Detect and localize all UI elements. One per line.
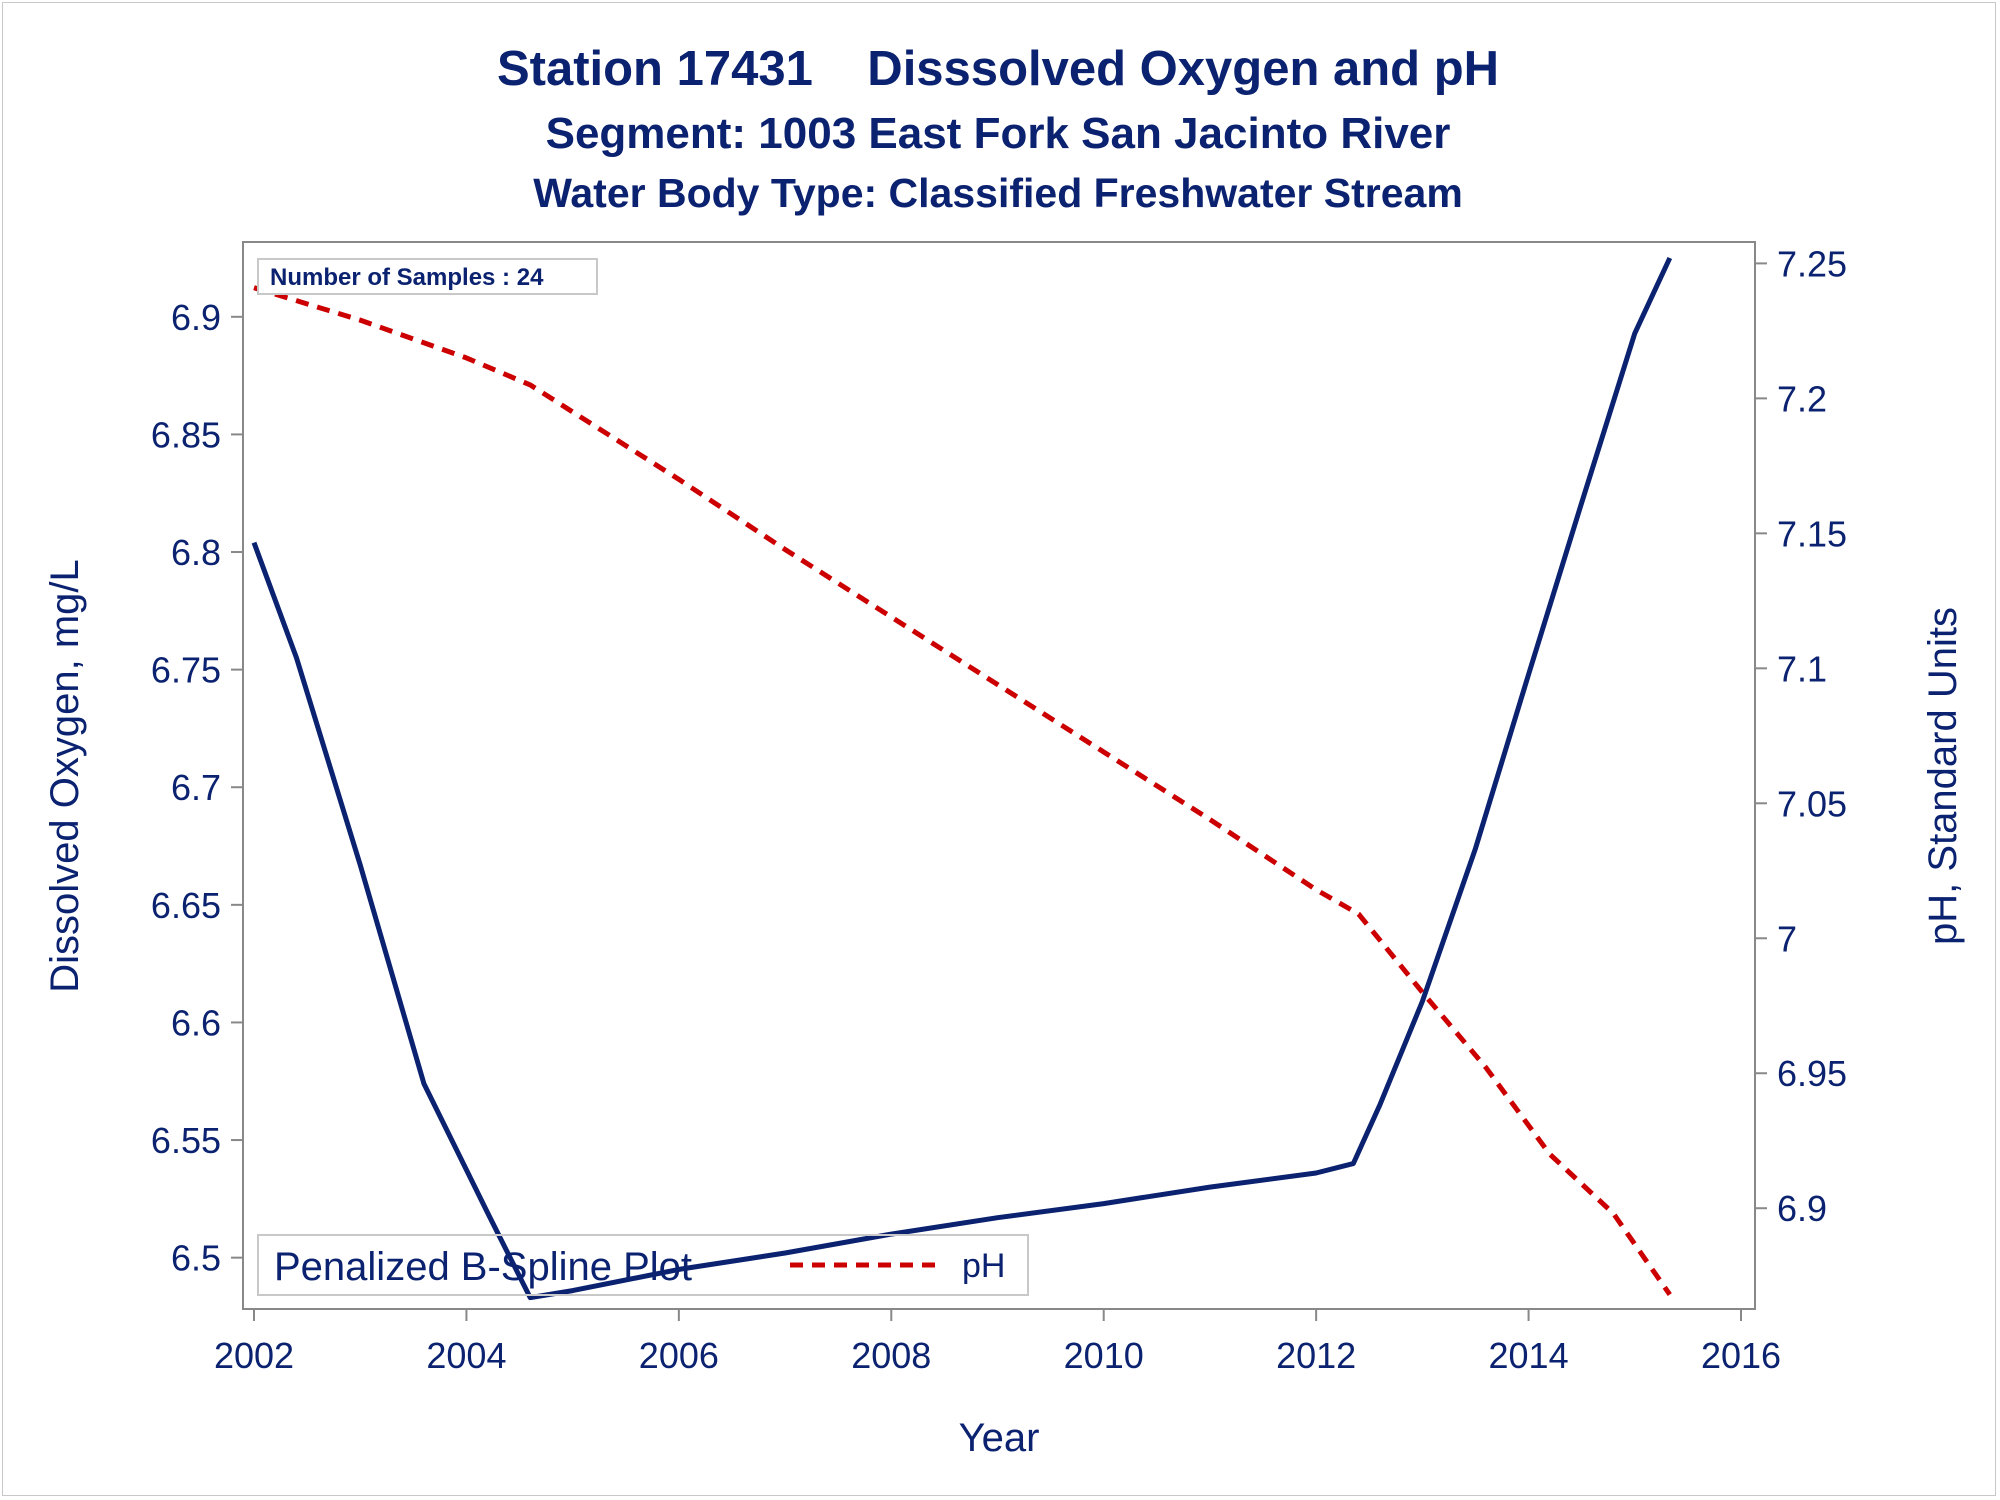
x-tick-label: 2010: [1064, 1335, 1144, 1376]
y-tick-label: 6.75: [151, 650, 221, 691]
x-tick-label: 2002: [214, 1335, 294, 1376]
legend: Penalized B-Spline Plot pH: [257, 1234, 1029, 1296]
x-tick-label: 2004: [426, 1335, 506, 1376]
legend-title: Penalized B-Spline Plot: [274, 1245, 692, 1289]
sample-count-label: Number of Samples : 24: [270, 264, 544, 291]
y2-tick-label: 7: [1777, 918, 1797, 959]
y-tick-label: 6.8: [171, 532, 221, 573]
legend-ph-label: pH: [962, 1247, 1005, 1285]
legend-box: [257, 1234, 1029, 1296]
x-tick-label: 2012: [1276, 1335, 1356, 1376]
y2-tick-label: 6.9: [1777, 1188, 1827, 1229]
chart-subtitle-water-body: Water Body Type: Classified Freshwater S…: [533, 170, 1463, 216]
plot-area: [242, 241, 1756, 1310]
y2-axis-label: pH, Standard Units: [1921, 607, 1965, 945]
chart-title: Station 17431 Disssolved Oxygen and pH: [497, 42, 1499, 96]
x-tick-label: 2006: [639, 1335, 719, 1376]
y2-tick-label: 7.15: [1777, 513, 1847, 554]
y-tick-label: 6.7: [171, 767, 221, 808]
y-axis-right: 6.9 6.95 7 7.05 7.1 7.15 7.2 7.25: [1755, 243, 1847, 1229]
y-tick-label: 6.85: [151, 414, 221, 455]
x-tick-label: 2014: [1489, 1335, 1569, 1376]
series-layer: [251, 256, 1673, 1301]
y-axis-label: Dissolved Oxygen, mg/L: [43, 559, 87, 993]
chart-subtitle-segment: Segment: 1003 East Fork San Jacinto Rive…: [546, 109, 1451, 158]
sample-count-box: [257, 258, 598, 295]
y-tick-label: 6.55: [151, 1120, 221, 1161]
y2-tick-label: 6.95: [1777, 1053, 1847, 1094]
y-tick-label: 6.5: [171, 1238, 221, 1279]
y2-tick-label: 7.1: [1777, 648, 1827, 689]
y2-tick-label: 7.2: [1777, 378, 1827, 419]
y-tick-label: 6.9: [171, 297, 221, 338]
dissolved-oxygen-series-line: [251, 256, 1673, 1301]
y-tick-label: 6.6: [171, 1002, 221, 1043]
x-tick-label: 2008: [851, 1335, 931, 1376]
x-tick-label: 2016: [1701, 1335, 1781, 1376]
x-axis: 2002 2004 2006 2008 2010 2012 2014 2016: [214, 1309, 1781, 1376]
y2-tick-label: 7.05: [1777, 783, 1847, 824]
y-axis-left: 6.5 6.55 6.6 6.65 6.7 6.75 6.8 6.85 6.9: [151, 297, 243, 1279]
y2-tick-label: 7.25: [1777, 243, 1847, 284]
y-tick-label: 6.65: [151, 885, 221, 926]
x-axis-label: Year: [959, 1416, 1040, 1460]
ph-series-line: [253, 285, 1672, 1297]
